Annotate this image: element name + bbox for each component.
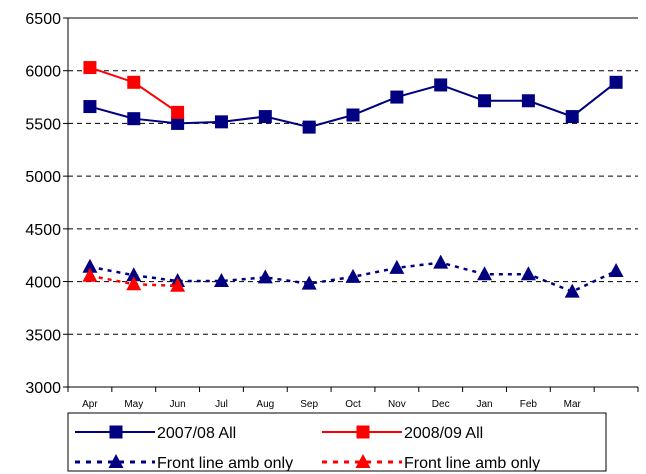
legend-marker [356, 425, 370, 439]
data-point [170, 277, 186, 292]
y-tick-label: 6000 [25, 64, 61, 81]
data-point [608, 263, 624, 278]
series-layer [82, 61, 624, 298]
series-line [89, 66, 179, 114]
legend: 2007/08 All 2008/09 All Front line amb onl… [67, 412, 607, 472]
y-axis-ticks: 3000 3500 4000 4500 5000 5500 6000 6500 [25, 11, 68, 397]
data-point [346, 108, 360, 122]
x-tick-label: May [124, 399, 143, 410]
data-point [477, 266, 493, 281]
data-point [478, 94, 492, 108]
series-3 [82, 267, 186, 292]
x-tick-label: Aug [256, 399, 274, 410]
series-1 [83, 61, 185, 119]
data-point [564, 283, 580, 298]
y-tick-label: 4000 [25, 275, 61, 292]
x-tick-label: Apr [82, 399, 98, 410]
data-point [345, 268, 361, 283]
series-2 [82, 254, 624, 298]
data-point [302, 120, 316, 134]
data-point [258, 110, 272, 124]
axes [67, 17, 638, 388]
data-point [171, 105, 185, 119]
data-point [565, 110, 579, 124]
x-tick-label: Nov [388, 399, 406, 410]
legend-marker [108, 454, 124, 468]
series-line [89, 274, 178, 288]
y-tick-label: 5000 [25, 169, 61, 186]
legend-label: 2007/08 All [157, 425, 236, 442]
data-point [82, 267, 98, 282]
x-tick-label: Oct [345, 399, 361, 410]
legend-marker [109, 425, 123, 439]
legend-item: Front line amb only [75, 454, 293, 472]
x-tick-label: Mar [564, 399, 582, 410]
data-point [301, 275, 317, 290]
data-point [214, 115, 228, 129]
data-point [520, 266, 536, 281]
legend-item: 2008/09 All [322, 425, 483, 442]
data-point [83, 100, 97, 114]
legend-item: Front line amb only [322, 454, 540, 472]
data-point [127, 75, 141, 89]
data-point [83, 61, 97, 75]
data-point [389, 259, 405, 274]
legend-label: Front line amb only [404, 455, 540, 472]
x-tick-label: Jun [170, 399, 186, 410]
data-point [171, 116, 185, 130]
y-tick-label: 5500 [25, 116, 61, 133]
y-tick-label: 4500 [25, 222, 61, 239]
x-tick-label: Dec [432, 399, 450, 410]
x-tick-label: Sep [300, 399, 318, 410]
x-tick-label: Jul [215, 399, 228, 410]
legend-label: 2008/09 All [404, 425, 483, 442]
legend-label: Front line amb only [157, 455, 293, 472]
x-tick-label: Jan [476, 399, 492, 410]
data-point [433, 254, 449, 269]
data-point [390, 90, 404, 104]
y-tick-label: 3500 [25, 327, 61, 344]
series-0 [83, 75, 623, 134]
data-point [213, 273, 229, 288]
data-point [127, 112, 141, 126]
data-point [126, 276, 142, 291]
data-point [434, 78, 448, 92]
data-point [521, 94, 535, 108]
legend-marker [355, 454, 371, 468]
data-point [126, 267, 142, 282]
data-point [82, 258, 98, 273]
legend-item: 2007/08 All [75, 425, 236, 442]
x-axis-ticks: Apr May Jun Jul Aug Sep Oct Nov Dec Jan Feb Mar [67, 387, 639, 410]
data-point [609, 75, 623, 89]
data-point [257, 269, 273, 284]
gridlines [68, 70, 638, 335]
y-tick-label: 6500 [25, 11, 61, 28]
y-tick-label: 3000 [25, 380, 61, 397]
x-tick-label: Feb [520, 399, 538, 410]
